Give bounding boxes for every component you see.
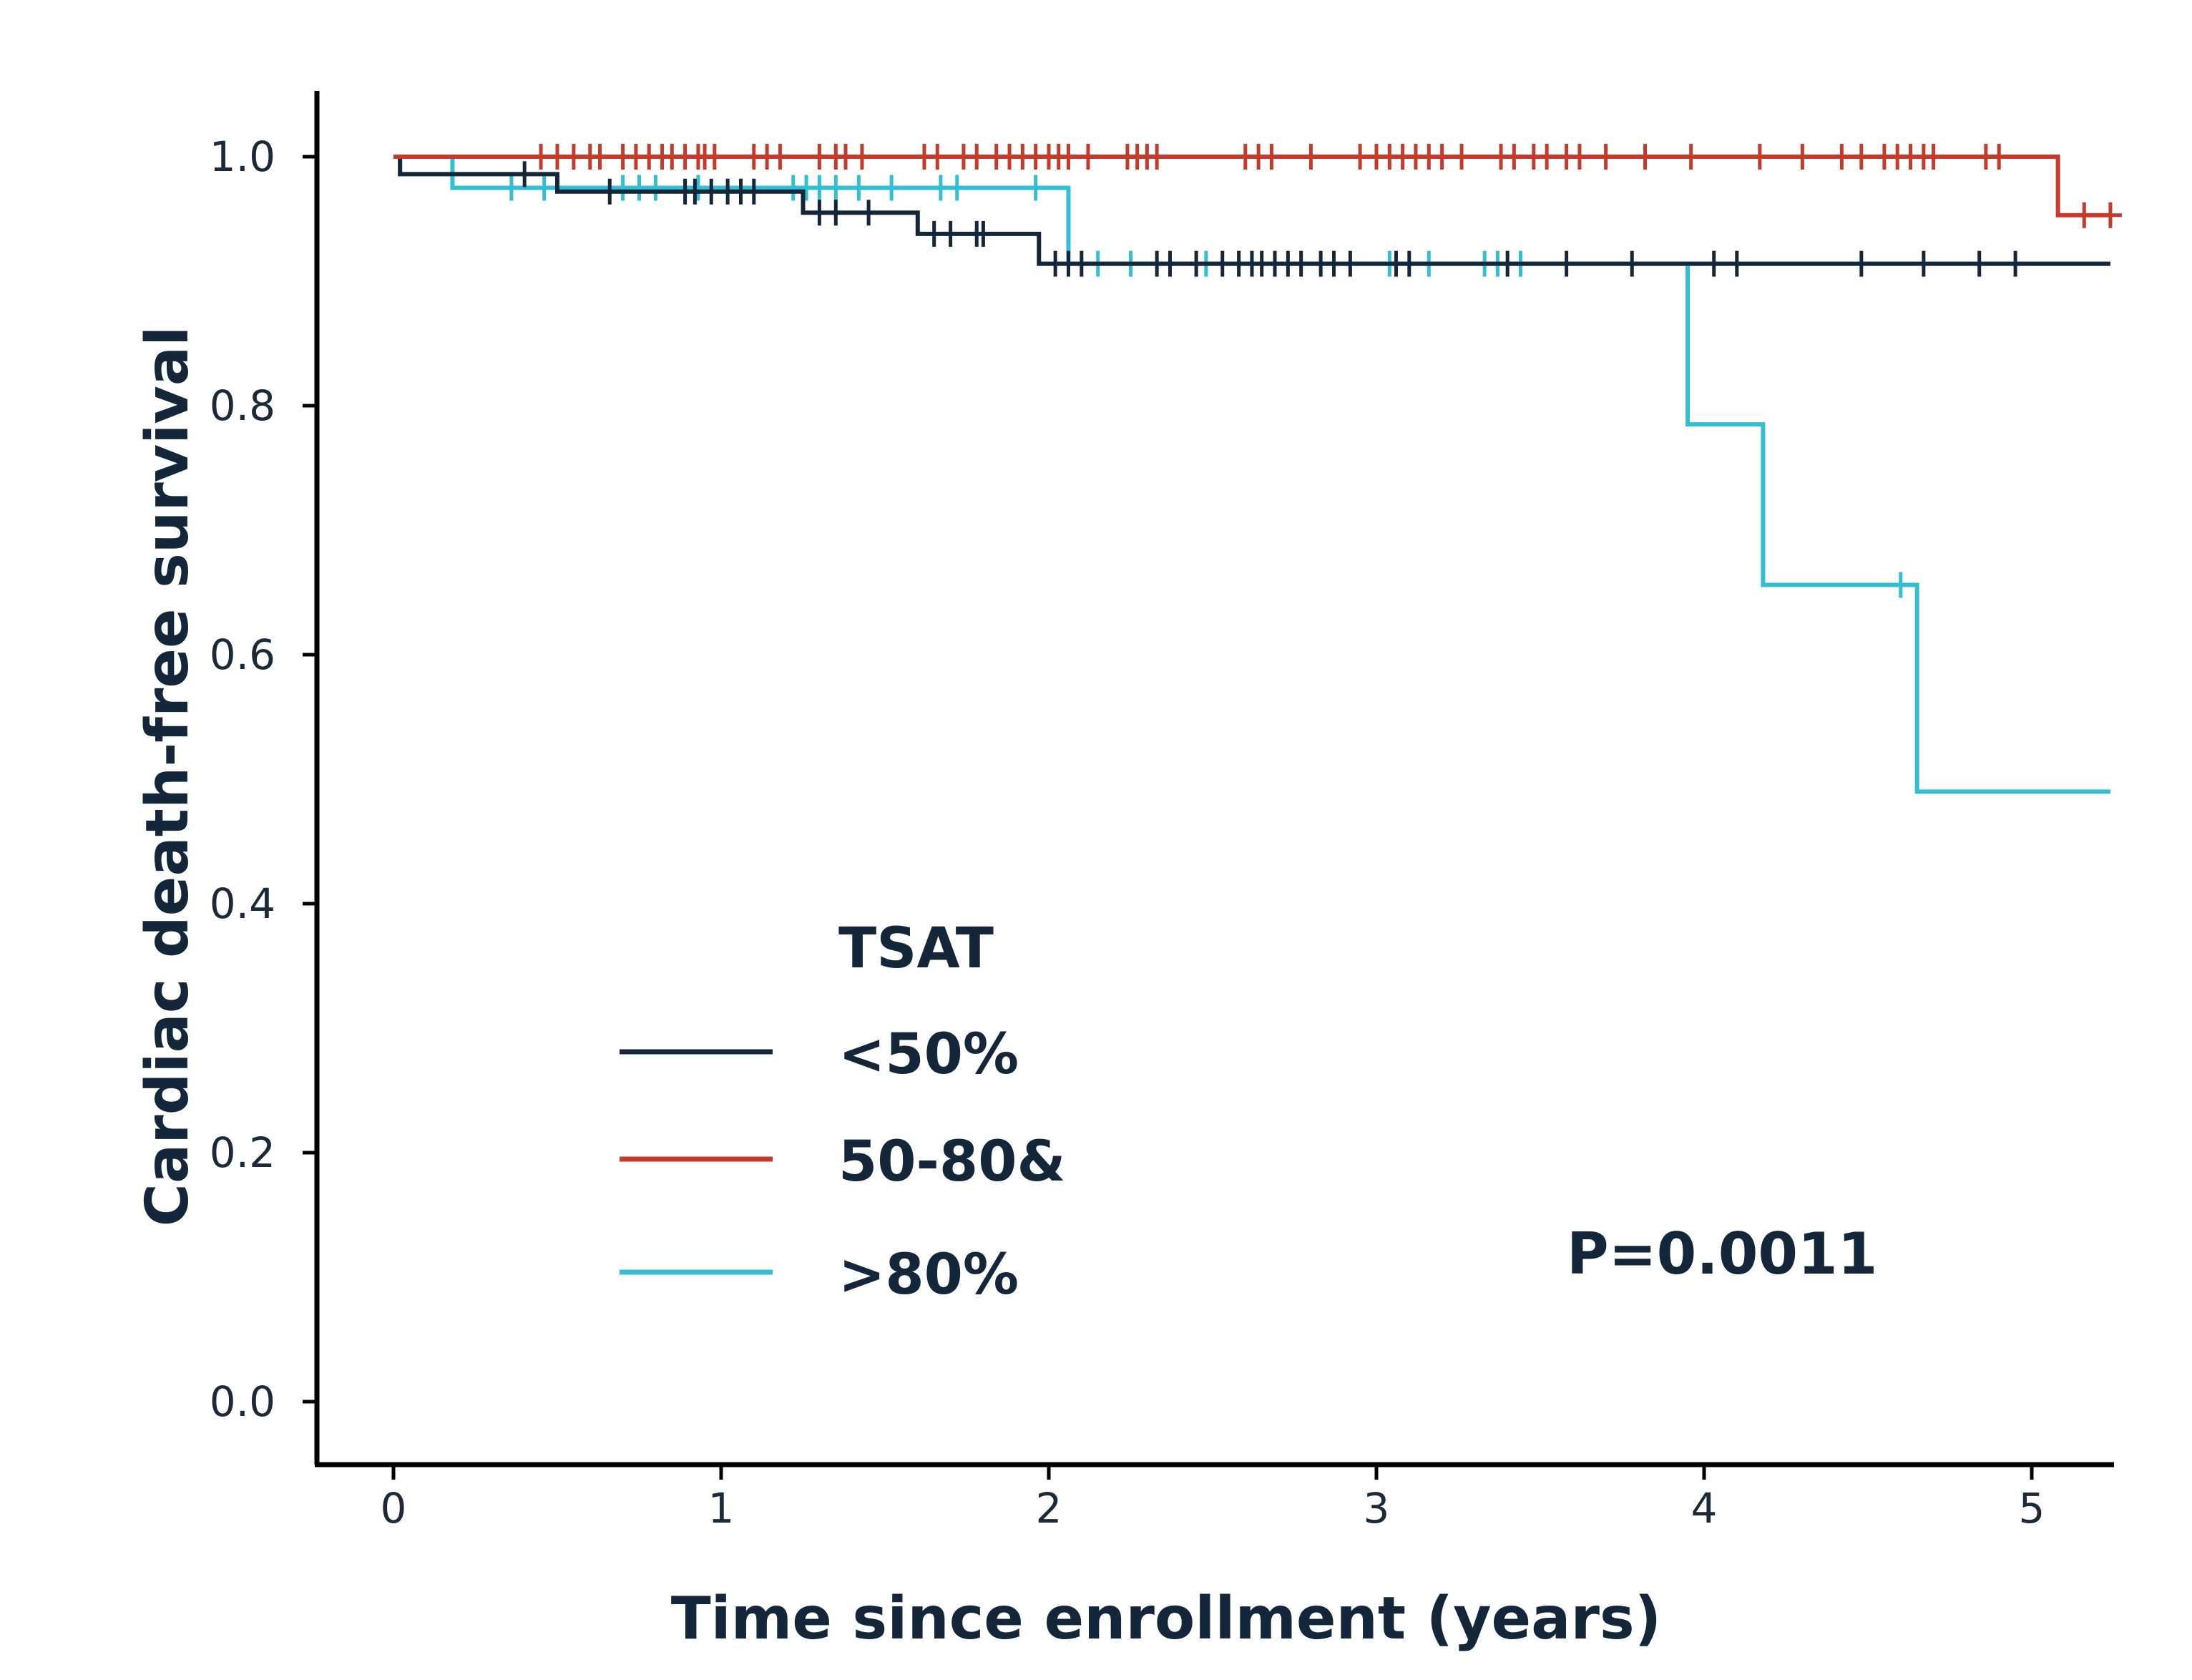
censor-mark	[1594, 144, 1618, 170]
survival-curve	[393, 155, 2110, 794]
censor-mark	[945, 175, 969, 201]
x-tick-label: 3	[1364, 1484, 1390, 1533]
censor-mark	[1076, 144, 1100, 170]
censor-mark	[2073, 202, 2096, 228]
censor-mark	[1260, 144, 1283, 170]
censor-mark	[880, 175, 904, 201]
censor-mark	[1922, 144, 1945, 170]
censor-mark	[1339, 250, 1362, 277]
series-0	[393, 155, 2110, 277]
censor-mark	[1791, 144, 1814, 170]
censor-mark	[1567, 144, 1591, 170]
censor-mark	[1185, 250, 1208, 277]
censor-mark	[1987, 144, 2011, 170]
y-tick-label: 0.0	[210, 1377, 275, 1426]
censor-mark	[824, 175, 848, 201]
censor-mark	[1397, 250, 1421, 277]
censor-mark	[686, 175, 710, 201]
censor-mark	[972, 220, 995, 247]
censor-mark	[499, 175, 523, 201]
censor-mark	[1070, 250, 1093, 277]
x-tick-label: 2	[1036, 1484, 1062, 1533]
censor-mark	[588, 144, 612, 170]
censor-mark	[1299, 144, 1323, 170]
y-tick-label: 0.4	[210, 879, 275, 928]
censor-mark	[1158, 250, 1182, 277]
censor-mark	[1849, 144, 1873, 170]
censor-mark	[1702, 250, 1726, 277]
censor-mark	[926, 144, 949, 170]
censor-mark	[1430, 144, 1454, 170]
y-tick-label: 0.6	[210, 630, 275, 679]
censor-mark	[1620, 250, 1644, 277]
x-tick-label: 4	[1691, 1484, 1718, 1533]
censor-mark	[1555, 250, 1578, 277]
censor-mark	[742, 178, 765, 205]
legend-title: TSAT	[838, 917, 994, 981]
censor-mark	[1830, 144, 1854, 170]
censor-mark	[847, 175, 871, 201]
x-tick-label: 0	[381, 1484, 407, 1533]
censor-mark	[1289, 250, 1313, 277]
y-tick-label: 1.0	[210, 132, 275, 181]
censor-mark	[1057, 144, 1080, 170]
censor-mark	[598, 178, 622, 205]
censor-mark	[703, 144, 726, 170]
censor-mark	[1633, 144, 1657, 170]
y-tick-label: 0.2	[210, 1128, 275, 1177]
x-axis-title: Time since enrollment (years)	[671, 1585, 1661, 1653]
axes	[314, 91, 2114, 1467]
legend: TSAT <50% 50-80& >80%	[620, 917, 1065, 1307]
censor-mark	[644, 175, 667, 201]
censor-mark	[1912, 250, 1935, 277]
y-tick-label: 0.8	[210, 381, 275, 430]
censor-mark	[1502, 144, 1526, 170]
x-tick-label: 5	[2019, 1484, 2045, 1533]
censor-mark	[939, 220, 962, 247]
censor-mark	[1849, 250, 1873, 277]
censor-mark	[1967, 250, 1991, 277]
censor-mark	[965, 144, 989, 170]
censor-mark	[1889, 572, 1912, 598]
censor-mark	[1145, 144, 1169, 170]
censor-mark	[1679, 144, 1703, 170]
censor-mark	[1748, 144, 1771, 170]
legend-label-gt80: >80%	[838, 1243, 1019, 1307]
censor-mark	[513, 161, 537, 187]
censor-mark	[1535, 144, 1559, 170]
censor-mark	[824, 200, 848, 226]
censor-mark	[2098, 202, 2122, 228]
legend-label-lt50: <50%	[838, 1022, 1019, 1087]
censor-mark	[2004, 250, 2027, 277]
ticks-layer: 0.0 0.2 0.4 0.6 0.8 1.0 0 1 2 3 4 5	[210, 132, 2045, 1533]
censor-mark	[1450, 144, 1474, 170]
censor-mark	[1024, 175, 1047, 201]
censor-mark	[532, 175, 556, 201]
x-tick-label: 1	[708, 1484, 735, 1533]
series-1	[393, 144, 2122, 228]
legend-label-50-80: 50-80&	[838, 1130, 1065, 1194]
censor-mark	[857, 200, 881, 226]
survival-curve	[393, 155, 2110, 266]
series-layer	[393, 144, 2122, 794]
p-value-annotation: P=0.0011	[1567, 1221, 1877, 1287]
censor-mark	[1725, 250, 1748, 277]
censor-mark	[1496, 250, 1520, 277]
censor-mark	[850, 144, 874, 170]
y-axis-title: Cardiac death-free survival	[134, 326, 202, 1226]
censor-mark	[768, 144, 792, 170]
